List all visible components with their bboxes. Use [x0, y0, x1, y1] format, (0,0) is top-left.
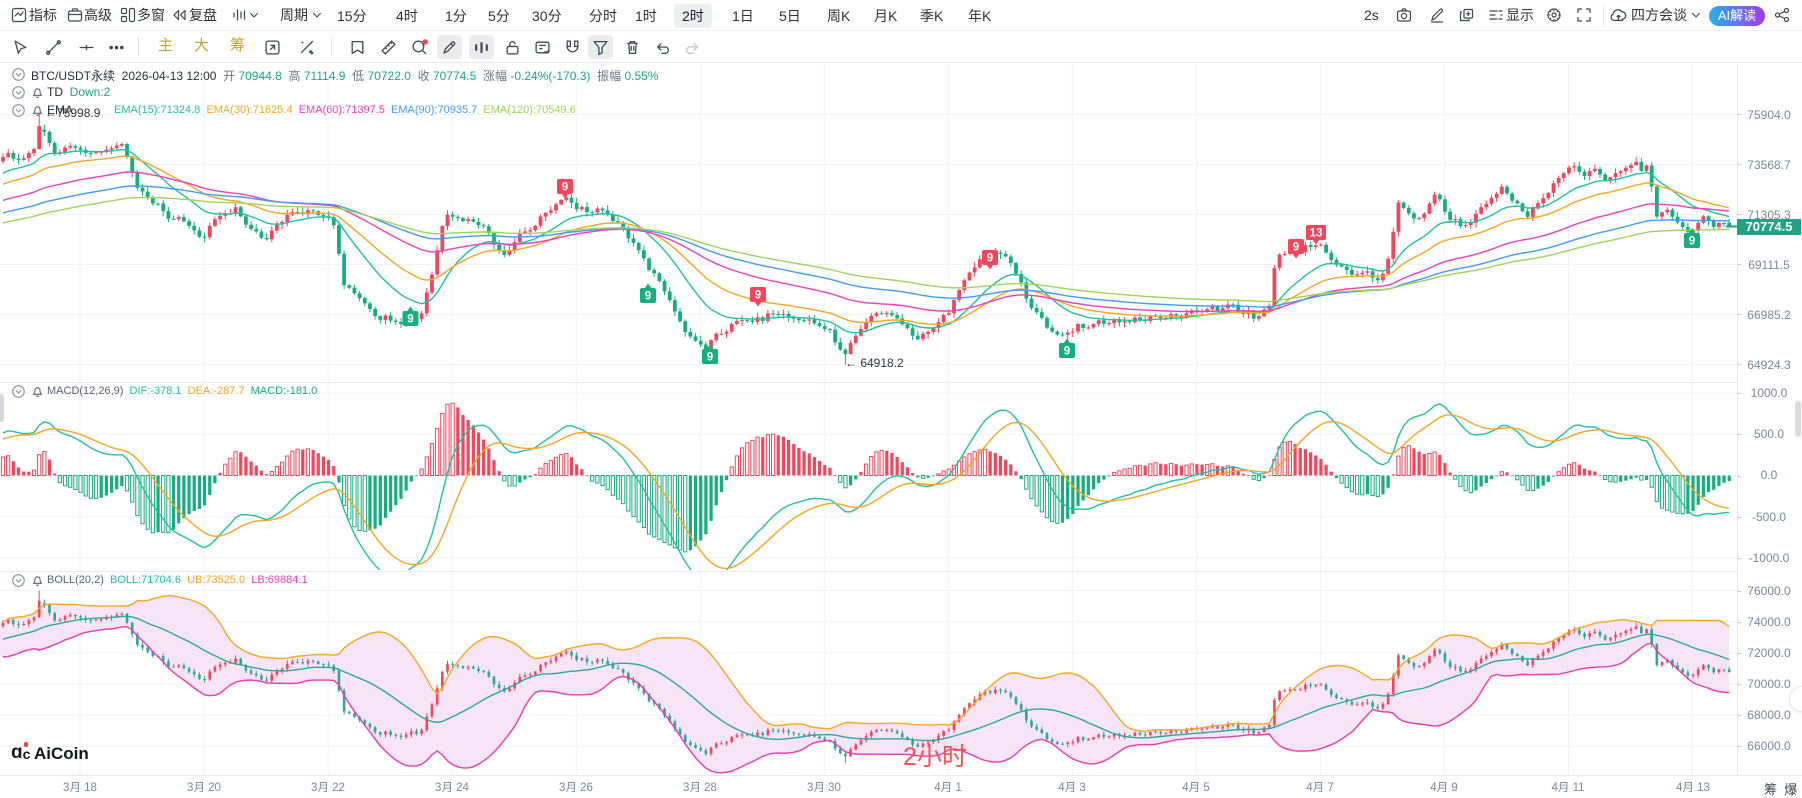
svg-text:9: 9	[562, 182, 568, 194]
svg-text:9: 9	[1689, 236, 1695, 248]
svg-text:9: 9	[645, 291, 651, 303]
svg-text:9: 9	[407, 314, 413, 326]
svg-text:9: 9	[1064, 346, 1070, 358]
svg-text:9: 9	[1293, 242, 1299, 254]
svg-text:9: 9	[707, 352, 713, 364]
svg-text:9: 9	[755, 290, 761, 302]
svg-text:9: 9	[987, 253, 993, 265]
svg-text:13: 13	[1310, 228, 1323, 240]
